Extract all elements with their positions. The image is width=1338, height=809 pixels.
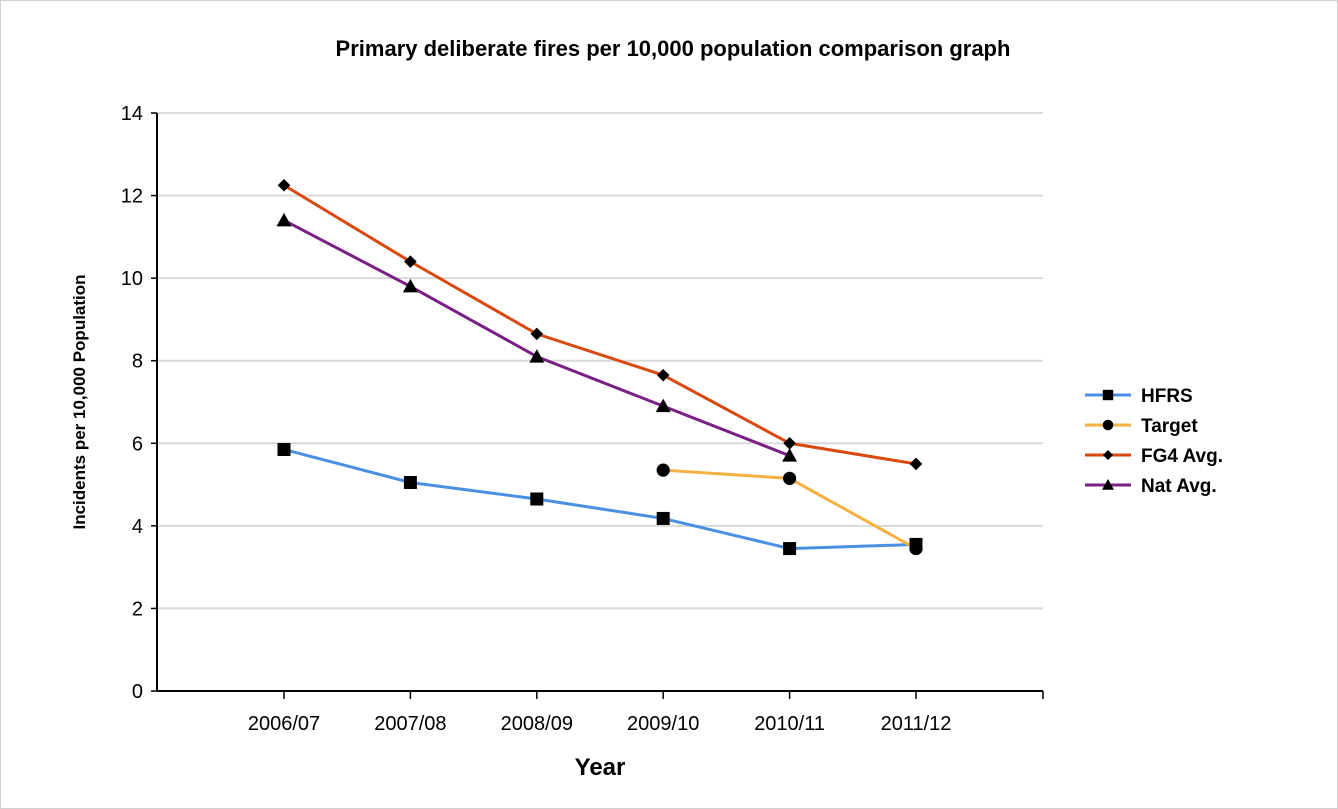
data-point-nat-avg (529, 349, 545, 363)
data-point-target (909, 541, 923, 556)
data-point-fg4-avg (783, 436, 796, 450)
data-point-nat-avg (402, 278, 418, 293)
series-markers-nat-avg (276, 212, 798, 462)
series-line-fg4-avg (283, 183, 917, 466)
data-point-target (656, 463, 670, 477)
series-fg4-avg (283, 183, 917, 466)
data-point-nat-avg (782, 448, 798, 462)
x-axis-title: Year (575, 754, 626, 781)
legend: HFRS Target FG4 Avg. Nat Avg. (1085, 386, 1223, 497)
y-tick-label-8: 8 (132, 351, 143, 373)
series-hfrs (283, 448, 917, 551)
y-axis-ticks: 0 2 4 6 8 10 12 14 (121, 103, 157, 703)
data-point-hfrs (403, 476, 417, 490)
y-tick-label-2: 2 (132, 598, 143, 620)
data-point-fg4-avg (656, 368, 670, 382)
legend-item-fg4-avg: FG4 Avg. (1085, 446, 1223, 467)
x-tick-label-2011-12: 2011/12 (881, 713, 952, 735)
data-point-fg4-avg (277, 178, 291, 192)
series-markers-fg4-avg (277, 178, 923, 471)
chart-title: Primary deliberate fires per 10,000 popu… (336, 36, 1011, 61)
legend-label-target: Target (1141, 416, 1198, 437)
legend-marker-nat-avg (1102, 479, 1114, 490)
legend-marker-target (1102, 419, 1114, 431)
data-point-nat-avg (276, 212, 292, 227)
series-layer (276, 178, 923, 556)
legend-item-hfrs: HFRS (1085, 386, 1193, 407)
data-point-fg4-avg (404, 255, 417, 268)
y-tick-label-4: 4 (132, 516, 143, 538)
axes (156, 113, 1044, 699)
x-tick-label-2007-08: 2007/08 (374, 713, 446, 735)
legend-label-nat-avg: Nat Avg. (1141, 476, 1217, 497)
data-point-target (783, 471, 797, 485)
legend-label-fg4-avg: FG4 Avg. (1141, 446, 1223, 467)
data-point-hfrs (783, 542, 797, 556)
y-tick-label-14: 14 (121, 103, 143, 125)
legend-marker-fg4-avg (1102, 449, 1114, 461)
legend-label-hfrs: HFRS (1141, 386, 1193, 407)
data-point-hfrs (656, 511, 670, 525)
y-tick-label-10: 10 (121, 268, 143, 290)
y-tick-label-12: 12 (121, 186, 143, 208)
data-point-fg4-avg (909, 457, 923, 471)
x-tick-label-2006-07: 2006/07 (248, 713, 320, 735)
series-line-hfrs (283, 448, 917, 551)
series-markers-target (656, 463, 923, 556)
y-tick-label-0: 0 (132, 681, 143, 703)
data-point-nat-avg (655, 398, 671, 413)
legend-marker-hfrs (1102, 389, 1114, 401)
y-axis-title: Incidents per 10,000 Population (70, 274, 89, 529)
data-point-fg4-avg (530, 327, 544, 341)
x-axis-ticks: 2006/07 2007/08 2008/09 2009/10 2010/11 2011/… (248, 691, 952, 735)
y-tick-label-6: 6 (132, 433, 143, 455)
x-tick-label-2009-10: 2009/10 (627, 713, 699, 735)
data-point-hfrs (277, 442, 291, 456)
gridlines (157, 112, 1043, 610)
data-point-hfrs (530, 492, 544, 506)
x-tick-label-2008-09: 2008/09 (501, 713, 573, 735)
x-tick-label-2010-11: 2010/11 (754, 713, 825, 735)
legend-item-target: Target (1085, 416, 1198, 437)
legend-item-nat-avg: Nat Avg. (1085, 476, 1217, 497)
